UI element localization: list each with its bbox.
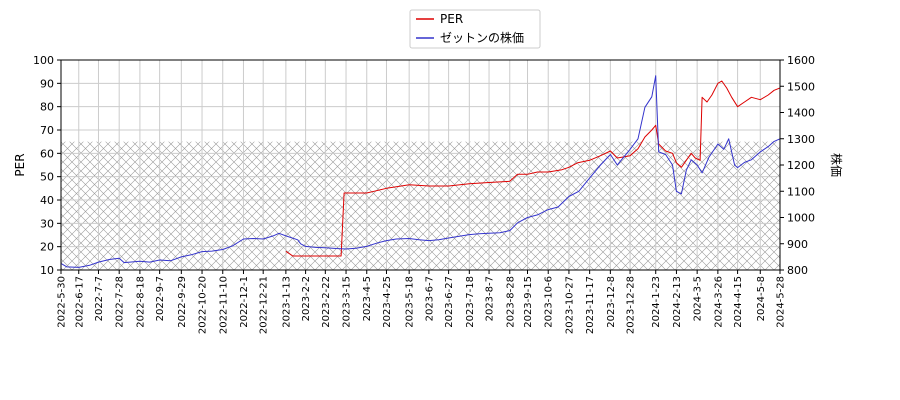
x-tick-label: 2022-7-7 [94,276,105,321]
y-left-tick-label: 60 [40,147,54,160]
x-tick-label: 2023-1-13 [281,276,292,328]
y-left-tick-label: 10 [40,264,54,277]
x-tick-label: 2024-5-8 [756,276,767,321]
legend-box [409,9,541,49]
x-tick-label: 2023-2-2 [301,276,312,321]
y-left-tick-label: 90 [40,77,54,90]
y-right-axis: 800 900 1000 1100 1200 1300 1400 1500 1600 [780,54,815,277]
x-tick-label: 2023-7-18 [465,276,476,328]
x-tick-label: 2023-5-18 [405,276,416,328]
x-tick-label: 2023-6-7 [424,276,435,321]
y-left-tick-label: 50 [40,171,54,184]
x-tick-label: 2024-1-23 [651,276,662,328]
x-tick-label: 2023-4-25 [382,276,393,328]
x-tick-label: 2022-11-10 [218,276,229,334]
x-tick-label: 2024-3-5 [693,276,704,321]
x-tick-label: 2023-4-5 [362,276,373,321]
x-tick-label: 2023-6-27 [444,276,455,328]
hatched-band [61,141,780,270]
y-left-tick-label: 80 [40,101,54,114]
legend: PER ゼットンの株価 [409,9,541,49]
legend-label-per: PER [440,12,463,26]
y-right-tick-label: 1200 [787,159,815,172]
x-tick-label: 2023-8-28 [505,276,516,328]
x-tick-label: 2022-5-30 [57,276,68,328]
x-axis: 2022-5-30 2022-6-17 2022-7-7 2022-7-28 2022-… [57,270,787,334]
x-tick-label: 2023-8-7 [485,276,496,321]
x-tick-label: 2023-9-15 [523,276,534,328]
x-tick-label: 2022-10-20 [198,276,209,334]
y-left-tick-label: 100 [33,54,54,67]
y-left-tick-label: 30 [40,217,54,230]
x-tick-label: 2022-9-29 [177,276,188,328]
x-tick-label: 2022-7-28 [115,276,126,328]
y-right-tick-label: 1400 [787,107,815,120]
x-tick-label: 2023-10-27 [564,276,575,334]
x-tick-label: 2024-3-26 [713,276,724,328]
x-tick-label: 2022-12-21 [259,276,270,334]
x-tick-label: 2024-2-13 [672,276,683,328]
y-right-tick-label: 900 [787,238,808,251]
y-right-tick-label: 1000 [787,212,815,225]
x-tick-label: 2023-11-17 [585,276,596,334]
x-tick-label: 2023-10-6 [544,276,555,328]
x-tick-label: 2023-12-28 [626,276,637,334]
y-right-tick-label: 1100 [787,185,815,198]
x-tick-label: 2024-5-28 [776,276,787,328]
x-tick-label: 2023-2-22 [321,276,332,328]
x-tick-label: 2023-3-15 [342,276,353,328]
y-right-tick-label: 1600 [787,54,815,67]
x-tick-label: 2022-9-7 [155,276,166,321]
y-left-tick-label: 70 [40,124,54,137]
y-right-tick-label: 1500 [787,80,815,93]
x-tick-label: 2024-4-15 [733,276,744,328]
price-line [61,75,780,268]
y-left-label: PER [13,153,27,176]
x-tick-label: 2022-12-1 [239,276,250,328]
y-right-label: 株価 [829,153,844,177]
y-left-axis: 10 20 30 40 50 60 70 80 90 100 [33,54,61,277]
x-tick-label: 2022-6-17 [74,276,85,328]
x-tick-label: 2023-12-8 [606,276,617,328]
y-right-tick-label: 800 [787,264,808,277]
legend-label-price: ゼットンの株価 [440,30,524,45]
y-left-tick-label: 40 [40,194,54,207]
y-right-tick-label: 1300 [787,133,815,146]
x-tick-label: 2022-8-18 [135,276,146,328]
y-left-tick-label: 20 [40,241,54,254]
